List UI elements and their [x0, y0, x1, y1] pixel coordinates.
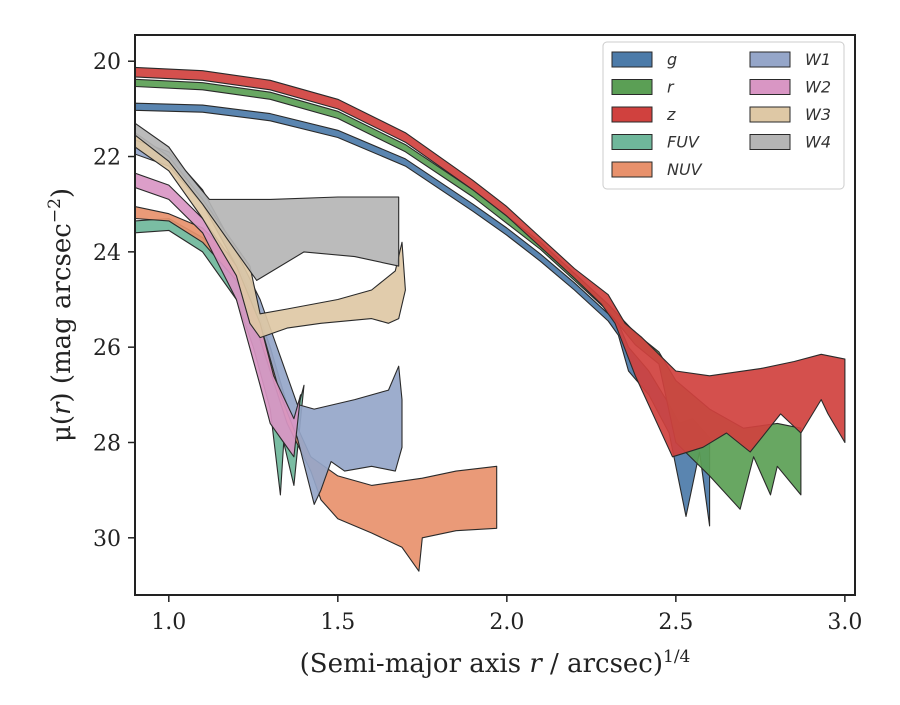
series-band-nuv — [135, 206, 498, 572]
y-axis-label-post: ) — [47, 188, 77, 198]
legend-swatch-w1 — [749, 51, 791, 68]
series-band-g — [135, 102, 711, 527]
x-tick-label: 3.0 — [827, 610, 862, 635]
x-axis-label-pre: (Semi-major axis — [300, 649, 530, 679]
x-axis-label-sup: 1/4 — [663, 647, 690, 667]
axes-frame — [134, 34, 856, 596]
legend-swatch-w4 — [749, 134, 791, 150]
x-tick-label: 2.5 — [658, 610, 693, 635]
y-tick-label: 26 — [93, 336, 121, 361]
legend-label-w2: W2 — [805, 78, 831, 97]
legend: grz FUV NUV W1 W2 W3 W4 — [602, 41, 845, 190]
y-tick-label: 20 — [93, 50, 121, 75]
x-ticks: 1.0 1.5 2.0 2.5 3.0 — [151, 595, 862, 635]
x-tick-label: 1.5 — [320, 610, 355, 635]
legend-label-r: r — [667, 78, 675, 97]
series-band-w4 — [135, 122, 400, 281]
x-tick-label: 1.0 — [151, 610, 186, 635]
y-ticks: 20 22 24 26 28 30 — [93, 50, 135, 552]
y-tick-label: 28 — [93, 431, 121, 456]
legend-swatch-w3 — [749, 106, 791, 123]
legend-swatch-nuv — [611, 161, 653, 178]
series-layer — [135, 66, 846, 572]
legend-swatch-fuv — [611, 134, 653, 150]
legend-label-w3: W3 — [805, 105, 831, 124]
legend-swatch-w2 — [749, 79, 791, 95]
legend-label-w1: W1 — [805, 50, 831, 69]
legend-box — [602, 41, 845, 190]
legend-label-z: z — [666, 105, 676, 124]
y-axis-label-pre: μ( — [47, 415, 77, 442]
y-tick-label: 22 — [93, 146, 121, 171]
legend-label-nuv: NUV — [667, 160, 703, 179]
x-axis-label: (Semi-major axis r / arcsec)1/4 — [300, 647, 691, 679]
y-tick-label: 30 — [93, 527, 121, 552]
y-axis-label-sup: −2 — [45, 198, 65, 223]
legend-label-w4: W4 — [805, 133, 831, 152]
legend-swatch-r — [611, 79, 653, 95]
x-axis-label-mid: / arcsec) — [542, 649, 663, 679]
legend-label-fuv: FUV — [667, 133, 700, 152]
y-axis-label-mid: ) (mag arcsec — [47, 223, 77, 402]
y-axis-label-var: r — [47, 401, 77, 415]
legend-label-g: g — [667, 50, 677, 69]
x-axis-label-var: r — [529, 649, 543, 679]
series-band-z — [135, 66, 846, 458]
legend-swatch-z — [611, 106, 653, 123]
x-tick-label: 2.0 — [489, 610, 524, 635]
y-axis-label: μ(r) (mag arcsec−2) — [45, 188, 77, 442]
y-tick-label: 24 — [93, 241, 121, 266]
legend-swatch-g — [611, 51, 653, 68]
